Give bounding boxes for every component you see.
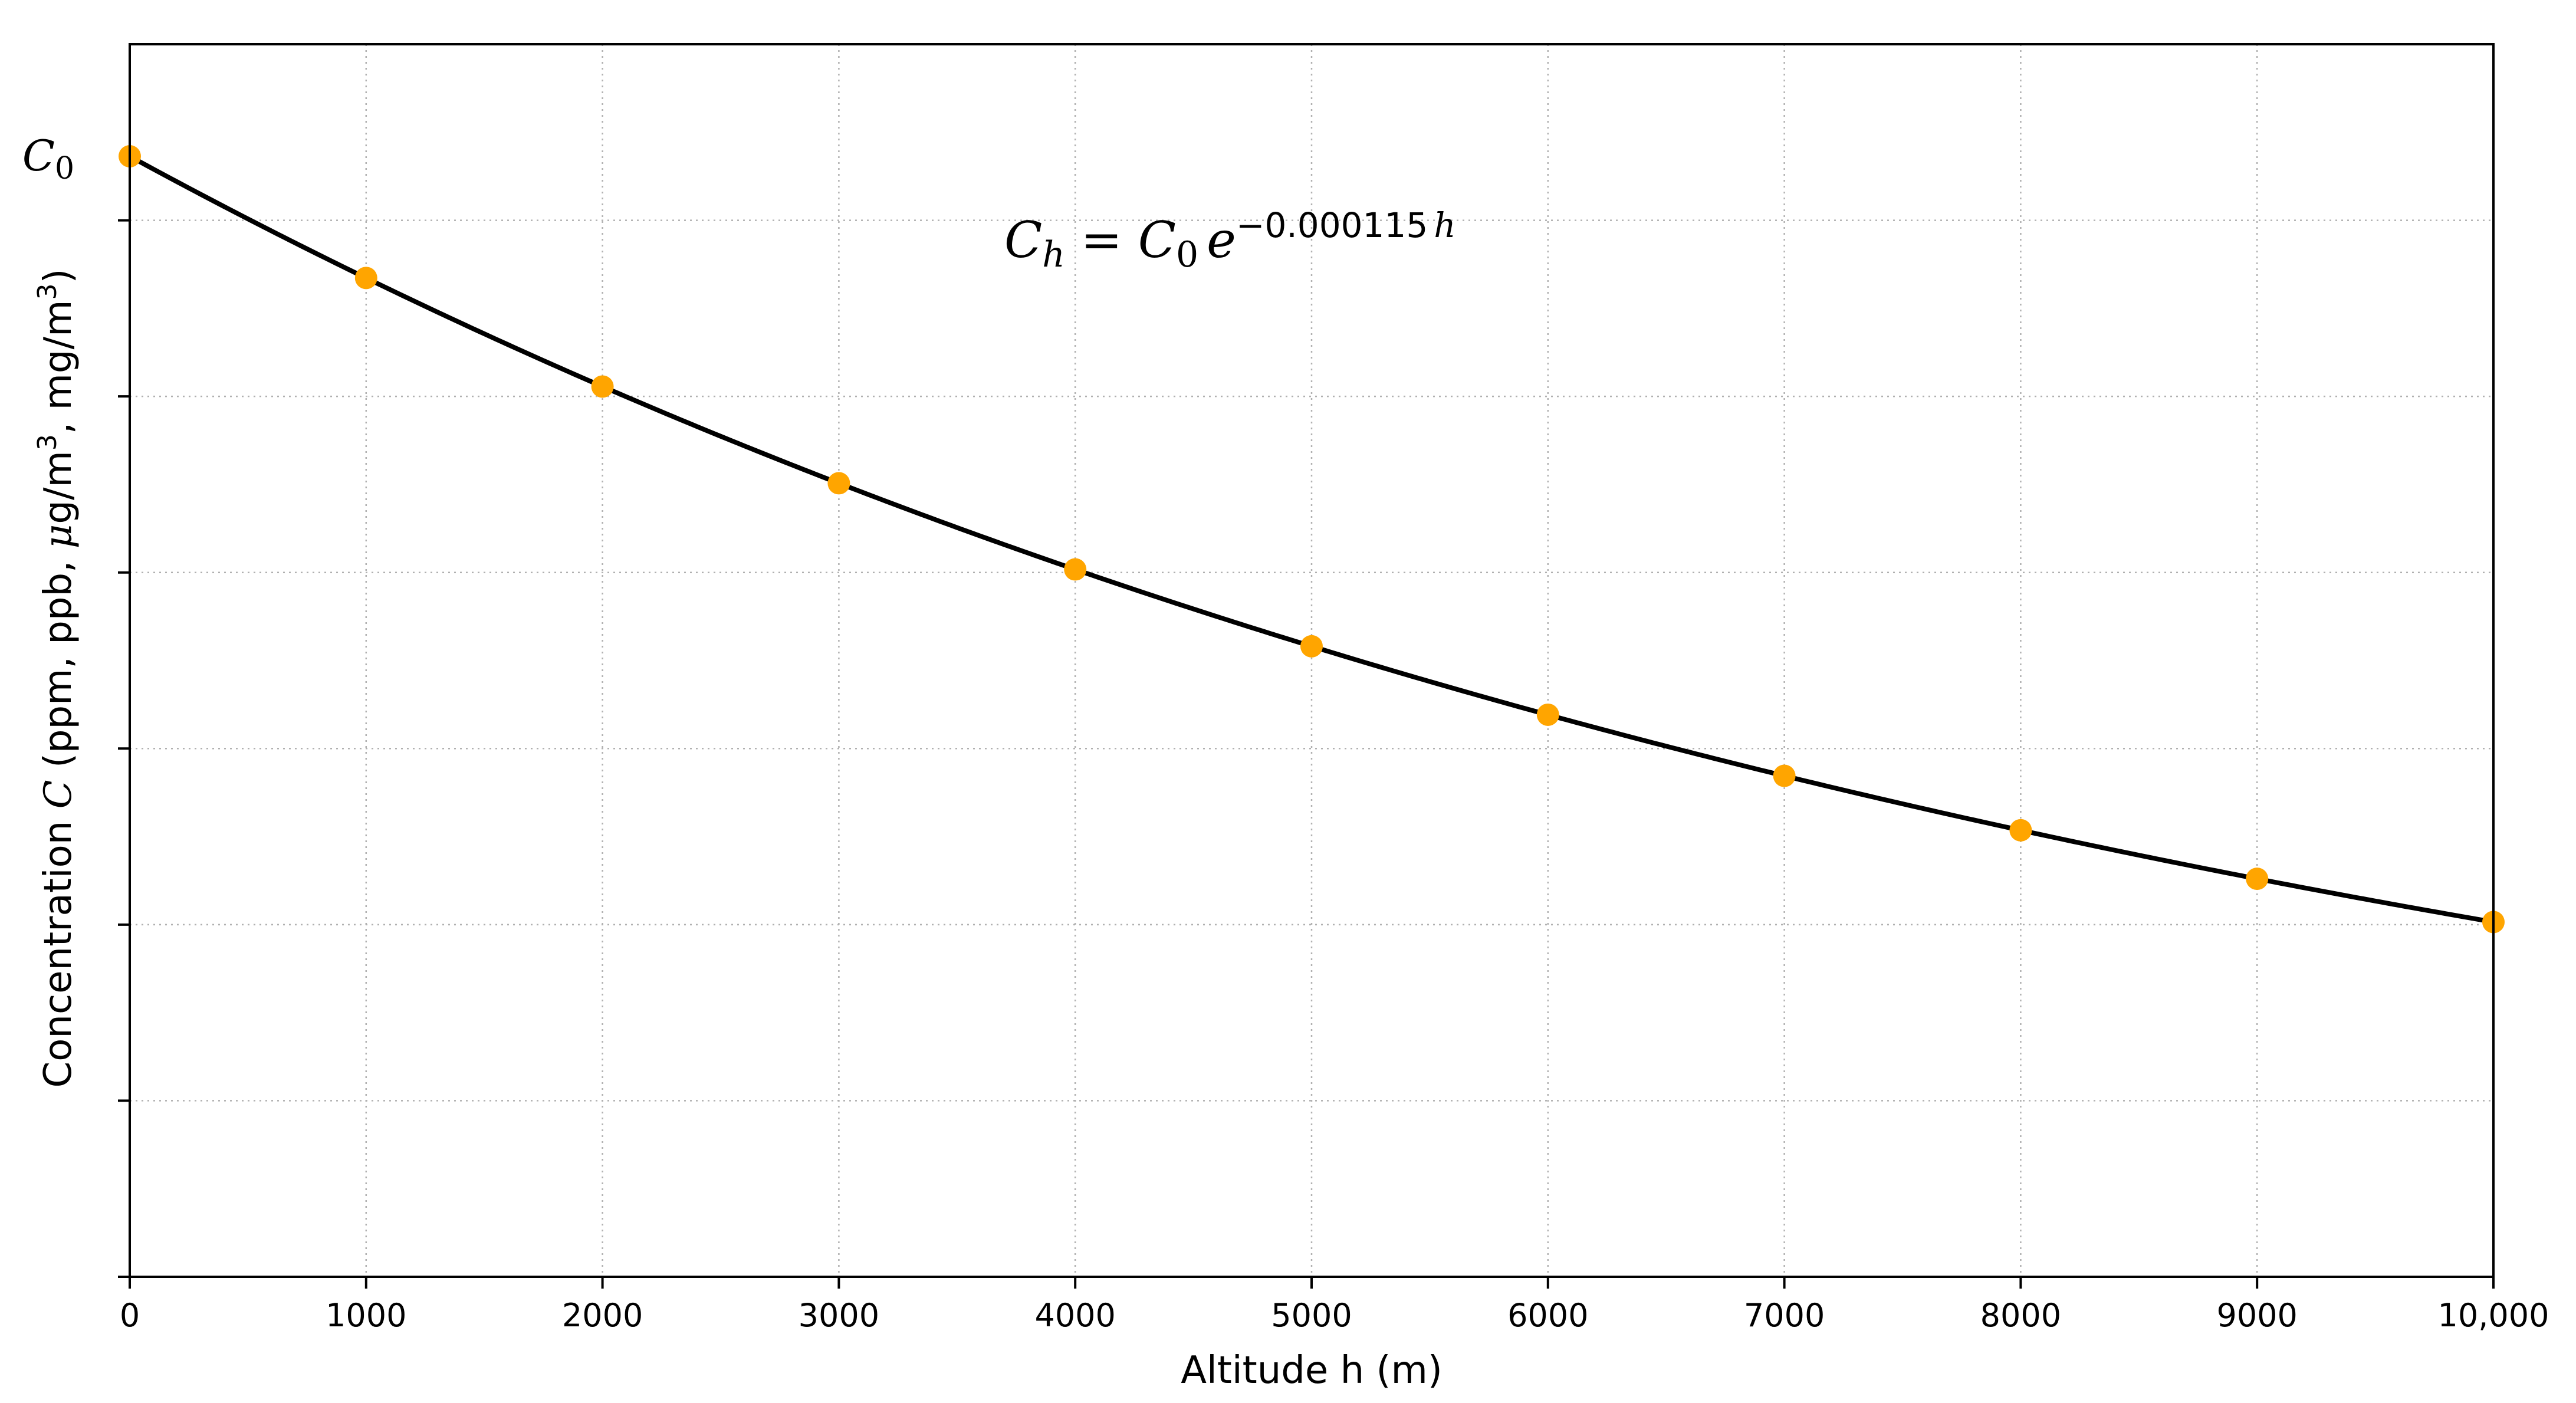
y-label-sup1: 3	[32, 434, 63, 451]
x-tick-label: 7000	[1744, 1297, 1825, 1334]
eq-c-sub: 0	[1176, 234, 1198, 275]
x-tick-label: 5000	[1271, 1297, 1352, 1334]
data-point	[1300, 635, 1323, 658]
data-point	[2246, 868, 2269, 891]
x-tick-label: 10,000	[2438, 1297, 2549, 1334]
y-label-mu: μ	[37, 524, 80, 549]
x-tick-label: 6000	[1507, 1297, 1588, 1334]
y-label-mid: , mg/m	[37, 300, 80, 435]
y-label-close: )	[37, 269, 80, 284]
data-point	[1064, 558, 1087, 581]
y-label-open: (ppm, ppb,	[37, 548, 80, 780]
x-tick-label: 4000	[1034, 1297, 1115, 1334]
data-point	[1536, 703, 1559, 726]
data-point	[354, 267, 377, 290]
c0-marker: C0	[22, 131, 74, 186]
x-tick-label: 2000	[562, 1297, 643, 1334]
eq-exponent: −0.000115	[1236, 205, 1428, 245]
eq-lhs: C	[1004, 211, 1042, 269]
eq-lhs-sub: h	[1042, 234, 1065, 275]
x-tick-label: 9000	[2216, 1297, 2297, 1334]
data-point	[1773, 764, 1796, 787]
c0-marker-symbol: C	[22, 131, 55, 180]
eq-exp-var: h	[1434, 205, 1455, 245]
equation-annotation: Ch = C0 e−0.000115 h	[1004, 205, 1456, 275]
x-tick-label: 3000	[799, 1297, 879, 1334]
y-label-unit1: g/m	[37, 451, 80, 524]
eq-equals: =	[1065, 211, 1138, 269]
c0-marker-subscript: 0	[55, 151, 74, 186]
y-label-sup2: 3	[32, 284, 63, 300]
x-tick-label: 8000	[1980, 1297, 2061, 1334]
x-axis-label: Altitude h (m)	[1181, 1349, 1443, 1392]
y-ticks	[118, 219, 130, 1278]
x-ticks: 0 1000 2000 3000 4000 5000 6000 7000 8000 9000 10,…	[120, 1277, 2549, 1334]
data-point	[2009, 819, 2032, 842]
eq-c: C	[1138, 211, 1176, 269]
y-label-symbol: C	[37, 780, 80, 809]
x-tick-label: 0	[120, 1297, 140, 1334]
eq-e: e	[1207, 211, 1236, 269]
data-point	[591, 375, 614, 398]
x-tick-label: 1000	[326, 1297, 406, 1334]
y-label-prefix: Concentration	[37, 809, 80, 1087]
y-axis-label: Concentration C (ppm, ppb, μg/m3, mg/m3)	[32, 269, 81, 1088]
data-point	[827, 472, 850, 495]
